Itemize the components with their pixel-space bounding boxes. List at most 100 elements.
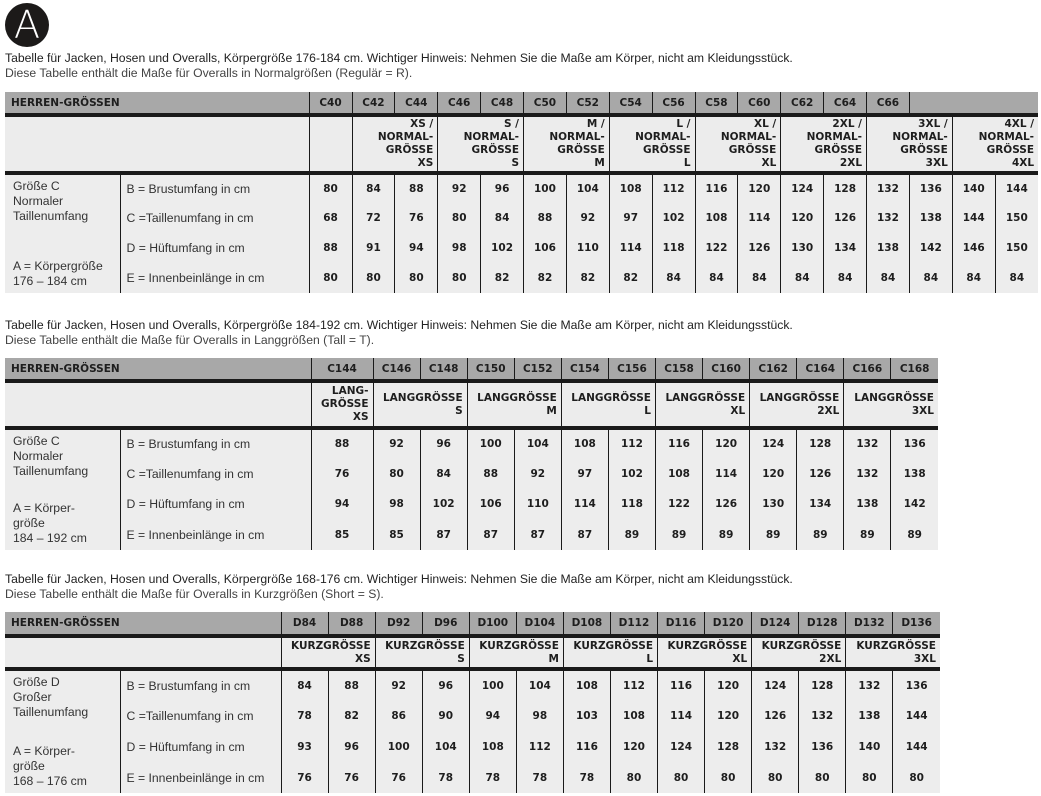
measurement-value: 88: [466, 458, 515, 489]
size-code: C42: [351, 92, 395, 117]
measurement-value: 84: [280, 669, 329, 700]
intro-line-2: Diese Tabelle enthält die Maße für Overa…: [5, 587, 384, 601]
measurement-value: 84: [908, 263, 953, 293]
size-group-label: KURZGRÖSSE S: [374, 636, 470, 671]
measurement-value: 93: [280, 731, 329, 762]
measurement-value: 85: [372, 519, 421, 550]
measurement-value: 80: [372, 458, 421, 489]
measurement-value: 78: [515, 762, 564, 793]
table-row: E = Innenbeinlänge in cm 76 76 76 78 78 78 78 80…: [5, 762, 940, 793]
measurement-value: 136: [890, 428, 938, 459]
measurement-value: 108: [608, 173, 653, 203]
measurement-value: 80: [798, 762, 846, 793]
measurement-value: 84: [480, 203, 524, 233]
size-code: D108: [562, 612, 611, 638]
measurement-value: 84: [951, 263, 996, 293]
group-label-stack: Größe D Großer Taillenumfang A = Körper- …: [13, 675, 120, 789]
measurement-value: 134: [796, 489, 844, 520]
size-group-label: LANGGRÖSSE M: [466, 381, 562, 430]
measurement-value: 89: [654, 519, 703, 550]
measurement-value: 87: [419, 519, 468, 550]
header-title: HERREN-GRÖSSEN: [5, 358, 312, 383]
measurement-value: 88: [394, 173, 438, 203]
size-code: C60: [737, 92, 781, 117]
size-row-spacer: [5, 636, 282, 671]
measurement-value: 80: [892, 762, 940, 793]
measurement-value: 130: [749, 489, 797, 520]
measurement-value: 90: [421, 700, 470, 731]
measurement-value: 102: [419, 489, 468, 520]
measurement-value: 114: [702, 458, 750, 489]
size-group-label: KURZGRÖSSE L: [562, 636, 658, 671]
measurement-value: 89: [843, 519, 891, 550]
measurement-value: 96: [480, 173, 524, 203]
measurement-value: 76: [394, 203, 438, 233]
measurement-value: 112: [609, 669, 658, 700]
measurement-value: 88: [308, 233, 353, 263]
measurement-value: 80: [308, 173, 353, 203]
measurement-value: 89: [607, 519, 656, 550]
size-code: C58: [694, 92, 738, 117]
size-group-label: 2XL / NORMAL- GRÖSSE 2XL: [780, 115, 867, 175]
measurement-value: 102: [607, 458, 656, 489]
size-group-label: S / NORMAL- GRÖSSE S: [437, 115, 524, 175]
measurement-value: 144: [892, 731, 940, 762]
group-label-top: Größe D Großer Taillenumfang: [13, 675, 89, 719]
measurement-value: 112: [515, 731, 564, 762]
measurement-value: 78: [280, 700, 329, 731]
measurement-value: 92: [374, 669, 423, 700]
measurement-value: 126: [823, 203, 867, 233]
measurement-value: 114: [737, 203, 781, 233]
measurement-value: 108: [609, 700, 658, 731]
measurement-value: 84: [994, 263, 1039, 293]
size-group-label: LANGGRÖSSE L: [560, 381, 656, 430]
measurement-value: 120: [702, 428, 750, 459]
measurement-value: 78: [468, 762, 517, 793]
measurement-value: 87: [513, 519, 562, 550]
measurement-value: 84: [419, 458, 468, 489]
measurement-label: D = Hüftumfang in cm: [119, 489, 312, 520]
measurement-value: 104: [515, 669, 564, 700]
measurement-value: 116: [654, 428, 703, 459]
table-row: D = Hüftumfang in cm 93 96 100 104 108 112 116 1…: [5, 731, 940, 762]
group-label-bottom: A = Körpergröße 176 – 184 cm: [13, 259, 103, 288]
measurement-value: 108: [560, 428, 609, 459]
measurement-value: 84: [351, 173, 395, 203]
size-code: C166: [843, 358, 891, 383]
table-row: D = Hüftumfang in cm 88 91 94 98 102 106 110 114…: [5, 233, 1039, 263]
measurement-value: 102: [480, 233, 524, 263]
measurement-value: 132: [843, 428, 891, 459]
measurement-label: E = Innenbeinlänge in cm: [119, 519, 312, 550]
size-code: D116: [657, 612, 705, 638]
measurement-label: C =Taillenumfang in cm: [119, 700, 282, 731]
measurement-value: 122: [694, 233, 738, 263]
group-label-bottom: A = Körper- größe 168 – 176 cm: [13, 744, 87, 788]
measurement-value: 104: [421, 731, 470, 762]
table-row: C =Taillenumfang in cm 76 80 84 88 92 97 102 108…: [5, 458, 938, 489]
size-group-label: [308, 115, 353, 175]
table-intro: Tabelle für Jacken, Hosen und Overalls, …: [5, 572, 793, 602]
measurement-value: 86: [374, 700, 423, 731]
size-code: D100: [468, 612, 517, 638]
header-title: HERREN-GRÖSSEN: [5, 612, 282, 638]
size-group-label: XL / NORMAL- GRÖSSE XL: [694, 115, 781, 175]
size-code: C40: [308, 92, 353, 117]
measurement-value: 146: [951, 233, 996, 263]
group-label: Größe D Großer Taillenumfang A = Körper- …: [5, 669, 120, 793]
measurement-label: C =Taillenumfang in cm: [119, 458, 312, 489]
measurement-value: 112: [651, 173, 696, 203]
measurement-value: 116: [657, 669, 705, 700]
measurement-value: 120: [780, 203, 824, 233]
size-group-row: XS / NORMAL- GRÖSSE XS S / NORMAL- GRÖSSE…: [5, 115, 1039, 175]
header-blank: [908, 92, 1039, 117]
measurement-value: 89: [796, 519, 844, 550]
measurement-value: 138: [843, 489, 891, 520]
measurement-value: 108: [562, 669, 611, 700]
size-group-label: KURZGRÖSSE M: [468, 636, 564, 671]
size-code: C156: [607, 358, 656, 383]
measurement-value: 150: [994, 203, 1039, 233]
table-intro: Tabelle für Jacken, Hosen und Overalls, …: [5, 318, 793, 348]
size-table: HERREN-GRÖSSEN C144 C146 C148 C150 C152 C154 C1…: [5, 358, 938, 550]
measurement-value: 120: [737, 173, 781, 203]
